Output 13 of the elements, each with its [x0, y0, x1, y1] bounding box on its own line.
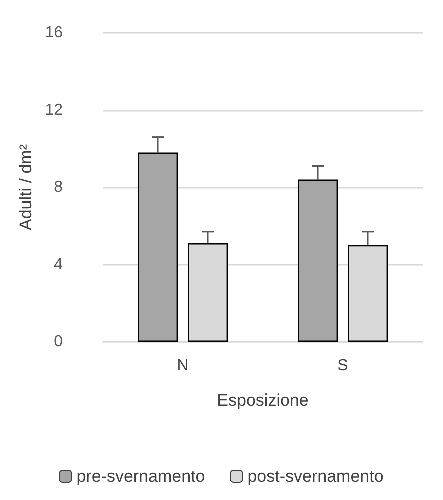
- y-tick-label: 16: [45, 24, 64, 42]
- y-axis-title: Adulti / dm²: [16, 144, 36, 230]
- x-tick-label: S: [338, 358, 348, 374]
- y-tick-label: 8: [54, 179, 64, 196]
- bar: [138, 152, 178, 342]
- x-tick-label: N: [177, 358, 189, 374]
- bar: [298, 180, 338, 342]
- legend-label: post-svernamento: [248, 467, 384, 486]
- y-tick-label: 12: [45, 102, 64, 119]
- legend-label: pre-svernamento: [76, 467, 206, 486]
- x-axis-title: Esposizione: [217, 391, 309, 410]
- y-tick-label: 4: [54, 256, 64, 274]
- y-tick-label: 0: [54, 334, 64, 350]
